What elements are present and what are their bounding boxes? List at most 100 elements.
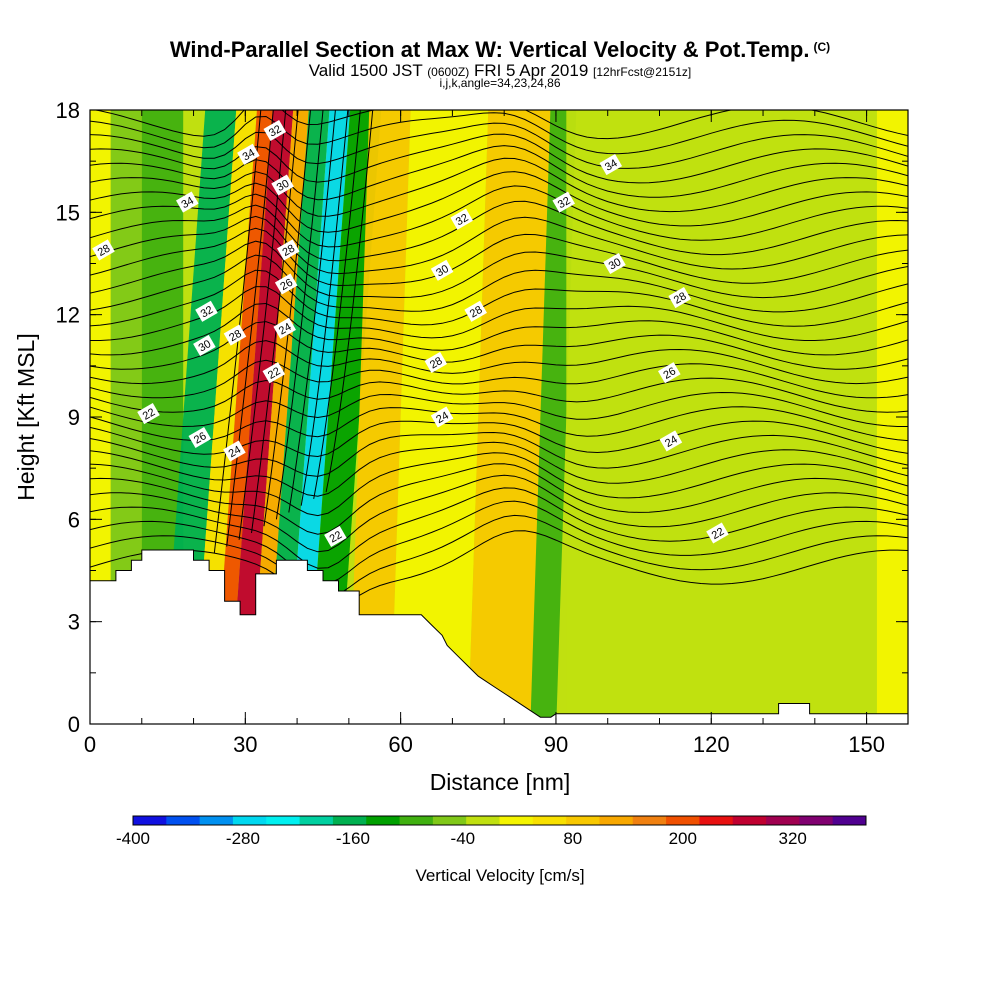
isentrope-label-text: 30 — [607, 256, 624, 273]
colorbar-swatch — [332, 816, 367, 825]
terrain — [90, 549, 908, 724]
isentrope-label-bg — [263, 119, 287, 142]
isentrope-line — [300, 110, 349, 506]
isentrope-label-bg — [659, 430, 683, 452]
isentrope-line — [90, 302, 908, 356]
x-tick-label: 150 — [848, 732, 885, 757]
isentrope-line — [90, 487, 908, 569]
isentrope-label-bg — [262, 362, 286, 384]
isentrope-label-bg — [92, 239, 115, 261]
isentrope-label: 26 — [658, 362, 681, 384]
isentrope-label: 34 — [599, 154, 623, 176]
forecast-info: [12hrFcst@2151z] — [593, 65, 692, 79]
colorbar-swatch — [699, 816, 734, 825]
isentrope-label: 24 — [659, 430, 683, 452]
colorbar: -400 -280 -160 -40 80 200 320 — [116, 815, 867, 848]
isentrope-label-text: 22 — [141, 406, 158, 423]
isentrope-label-text: 24 — [227, 444, 244, 461]
isentrope-label: 28 — [92, 239, 115, 261]
colorbar-swatch — [532, 816, 567, 825]
valid-utc: (0600Z) — [427, 65, 470, 79]
isentrope-label: 30 — [603, 252, 626, 275]
y-tick-label: 15 — [56, 200, 80, 225]
colorbar-swatch — [466, 816, 500, 825]
plot-axes: 0 30 60 90 120 150 0 3 6 9 12 15 18 — [56, 98, 909, 757]
colorbar-swatch — [732, 816, 767, 825]
isentrope-label-text: 22 — [266, 365, 283, 382]
colorbar-tick-label: 200 — [669, 829, 697, 848]
isentrope-label-text: 24 — [663, 434, 680, 451]
section-params: i,j,k,angle=34,23,24,86 — [439, 76, 561, 90]
isentrope-label-text: 22 — [328, 529, 345, 546]
isentrope-line — [90, 377, 908, 413]
y-tick-label: 0 — [68, 712, 80, 737]
isentrope-label-bg — [324, 525, 347, 547]
isentrope-line — [288, 110, 336, 513]
isentrope-label: 32 — [263, 119, 287, 142]
isentrope-line — [90, 133, 908, 184]
isentrope-line — [90, 122, 908, 169]
isentrope-label-bg — [273, 317, 296, 339]
velocity-band — [212, 110, 273, 724]
isentrope-line — [90, 321, 908, 370]
isentrope-label-text: 28 — [468, 304, 485, 321]
isentrope-label-text: 32 — [454, 212, 471, 229]
colorbar-swatch — [199, 816, 234, 825]
isentrope-line — [90, 530, 908, 613]
colorbar-tick-label: -400 — [116, 829, 150, 848]
isentrope-label-bg — [464, 300, 487, 322]
colorbar-tick-label: -160 — [336, 829, 370, 848]
colorbar-swatch — [566, 816, 600, 825]
chart-title-text: Wind-Parallel Section at Max W: Vertical… — [169, 37, 810, 62]
copyright-mark: (C) — [813, 40, 831, 54]
y-tick-label: 6 — [68, 507, 80, 532]
isentrope-label-text: 22 — [710, 526, 727, 543]
isentrope-contours — [90, 110, 908, 613]
isentrope-label-bg — [706, 522, 729, 544]
velocity-band — [566, 110, 877, 724]
colorbar-swatch — [499, 816, 534, 825]
isentrope-line — [313, 110, 361, 499]
colorbar-tick-label: 80 — [563, 829, 582, 848]
isentrope-label: 24 — [223, 440, 246, 462]
isentrope-label-bg — [424, 351, 448, 373]
isentrope-line — [90, 112, 908, 155]
x-tick-label: 60 — [388, 732, 412, 757]
colorbar-swatch — [266, 816, 301, 825]
colorbar-swatch — [133, 816, 167, 825]
isentrope-label: 22 — [262, 362, 286, 384]
colorbar-swatch — [166, 816, 201, 825]
isentrope-label-bg — [599, 154, 623, 176]
colorbar-tick-label: 320 — [779, 829, 807, 848]
isentrope-line — [238, 110, 287, 540]
isentrope-line — [90, 157, 908, 217]
colorbar-swatch — [432, 816, 467, 825]
isentrope-label: 22 — [706, 522, 729, 544]
isentrope-line — [90, 215, 908, 275]
colorbar-swatch — [599, 816, 634, 825]
isentrope-line — [90, 254, 908, 313]
isentrope-label-text: 26 — [192, 430, 209, 447]
isentrope-line — [226, 110, 274, 547]
isentrope-line — [90, 171, 908, 233]
isentrope-label: 32 — [195, 300, 218, 322]
isentrope-label-bg — [658, 362, 681, 384]
isentrope-label-bg — [237, 143, 260, 165]
isentrope-label-text: 34 — [179, 195, 196, 212]
isentrope-label-text: 30 — [434, 263, 451, 280]
isentrope-label-bg — [193, 334, 216, 356]
isentrope-label: 34 — [176, 191, 199, 213]
isentrope-label: 22 — [324, 525, 347, 547]
colorbar-frame — [132, 815, 867, 826]
y-tick-label: 3 — [68, 610, 80, 635]
isentrope-label: 28 — [464, 300, 487, 322]
isentrope-line — [90, 185, 908, 248]
isentrope-label: 32 — [552, 191, 575, 213]
chart-subtitle: Valid 1500 JST (0600Z) FRI 5 Apr 2019 [1… — [0, 61, 1000, 81]
isentrope-label-bg — [176, 191, 199, 213]
x-tick-label: 90 — [544, 732, 568, 757]
isentrope-line — [90, 286, 908, 341]
isentrope-label-bg — [430, 406, 454, 428]
y-axis-title: Height [Kft MSL] — [13, 333, 39, 500]
velocity-band — [349, 110, 411, 724]
